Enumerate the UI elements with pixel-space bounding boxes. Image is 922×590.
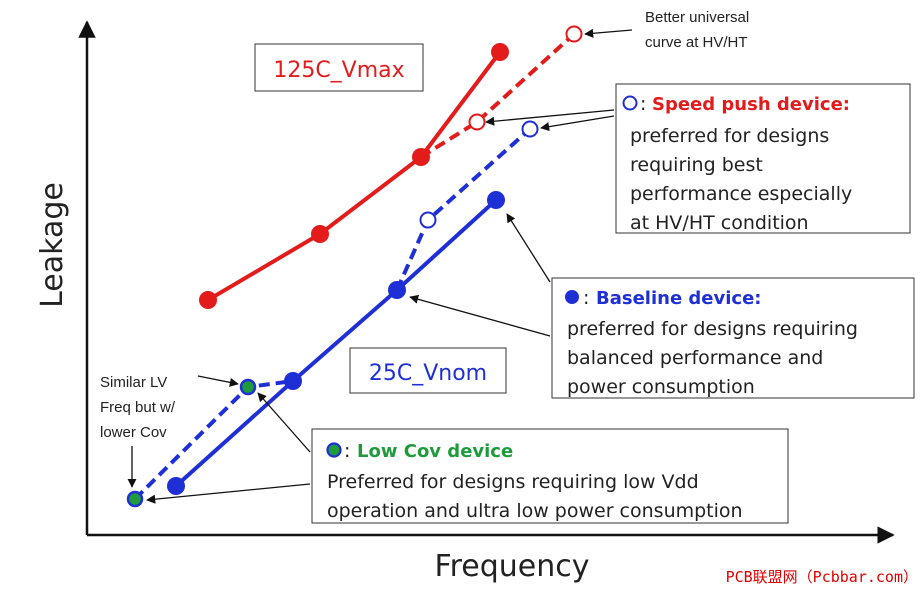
low-cov-arrow-upper xyxy=(257,392,311,453)
speed-push-line1: preferred for designs xyxy=(630,125,829,147)
series-4-point-0 xyxy=(126,490,144,508)
speed-push-line4: at HV/HT condition xyxy=(630,212,809,234)
speed-push-arrow-upper xyxy=(485,109,615,126)
series-0-point-3 xyxy=(491,43,509,61)
low-cov-line2: operation and ultra low power consumptio… xyxy=(327,500,743,522)
series-2-point-2 xyxy=(388,281,406,299)
low-cov-colon: : xyxy=(344,440,350,462)
series-4-point-1 xyxy=(239,378,257,396)
low-cov-title: Low Cov device xyxy=(357,441,513,462)
series-3-point-1 xyxy=(419,211,437,229)
speed-push-colon: : xyxy=(640,93,646,115)
baseline-arrow-upper xyxy=(506,213,551,283)
x-axis-title: Frequency xyxy=(435,549,590,584)
watermark: PCB联盟网（Pcbbar.com） xyxy=(726,568,918,586)
series-2-point-3 xyxy=(487,191,505,209)
baseline-colon: : xyxy=(583,287,589,309)
baseline-marker xyxy=(565,290,579,304)
speed-push-arrow-lower xyxy=(540,115,615,132)
speed-push-line2: requiring best xyxy=(630,154,763,176)
series-line-2 xyxy=(174,198,498,488)
series-layer xyxy=(126,25,583,508)
series-3-point-2 xyxy=(521,120,539,138)
baseline-title: Baseline device: xyxy=(596,288,762,309)
speed-push-title: Speed push device: xyxy=(652,94,850,115)
speed-push-line3: performance especially xyxy=(630,183,852,205)
series-line-1 xyxy=(419,32,576,159)
better-curve-arrow xyxy=(584,28,633,38)
low-cov-arrow-lower xyxy=(146,483,311,504)
speed-push-box xyxy=(615,83,911,234)
similar-lv-note-line3: lower Cov xyxy=(100,424,167,441)
series-0-point-1 xyxy=(311,225,329,243)
better-curve-note-line1: Better universal xyxy=(645,9,749,26)
low-cov-marker xyxy=(326,442,342,458)
baseline-box xyxy=(551,277,915,399)
baseline-line3: power consumption xyxy=(567,376,755,398)
baseline-line2: balanced performance and xyxy=(567,347,823,369)
series-0-point-0 xyxy=(199,291,217,309)
series-line-0 xyxy=(206,50,502,302)
low-cov-box xyxy=(311,428,789,524)
speed-push-marker xyxy=(622,95,638,111)
series-1-point-2 xyxy=(565,25,583,43)
y-axis-title: Leakage xyxy=(35,182,70,308)
series-1-point-1 xyxy=(468,113,486,131)
better-curve-note-line2: curve at HV/HT xyxy=(645,34,748,51)
similar-lv-arrow-right xyxy=(197,375,239,387)
series-2-point-1 xyxy=(284,372,302,390)
label-125c: 125C_Vmax xyxy=(273,58,404,83)
low-cov-line1: Preferred for designs requiring low Vdd xyxy=(327,471,699,493)
label-125c-box xyxy=(254,43,424,92)
similar-lv-note-line1: Similar LV xyxy=(100,374,167,391)
label-25c-box xyxy=(349,347,507,394)
similar-lv-note-line2: Freq but w/ xyxy=(100,399,176,416)
series-0-point-2 xyxy=(412,148,430,166)
series-2-point-0 xyxy=(167,477,185,495)
baseline-arrow-lower xyxy=(409,294,551,337)
baseline-line1: preferred for designs requiring xyxy=(567,318,858,340)
label-25c: 25C_Vnom xyxy=(369,361,487,386)
